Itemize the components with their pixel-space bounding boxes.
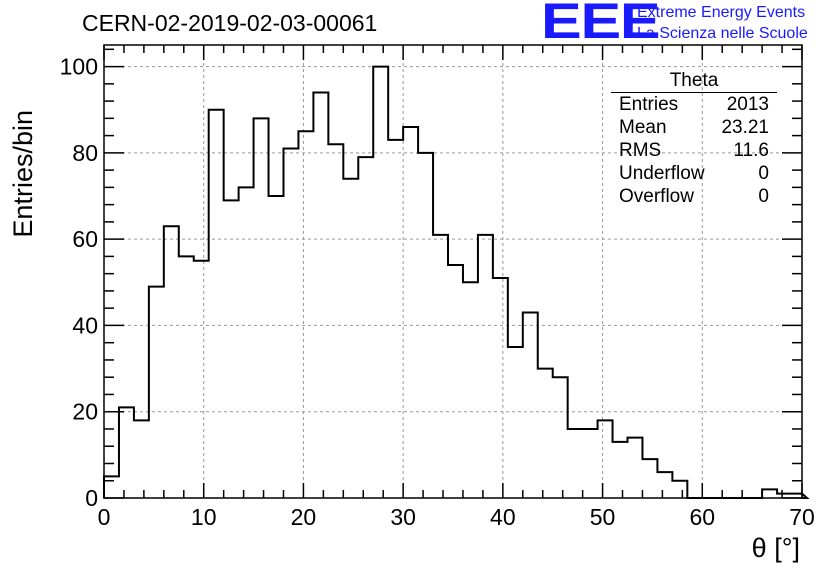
x-tick-label: 10 [191,504,217,530]
stats-row-entries: Entries 2013 [611,93,777,116]
y-tick-label: 20 [72,399,98,425]
stats-value: 23.21 [721,117,769,138]
stats-value: 2013 [726,94,769,115]
stats-row-overflow: Overflow 0 [611,185,777,208]
stats-key: RMS [619,140,662,161]
stats-row-underflow: Underflow 0 [611,162,777,185]
plot-title: CERN-02-2019-02-03-00061 [82,10,378,36]
y-tick-label: 80 [72,140,98,166]
logo-line-1: Extreme Energy Events [637,4,806,21]
stats-title: Theta [611,70,777,93]
x-tick-label: 60 [689,504,715,530]
stats-value: 0 [758,186,769,207]
stats-box: Theta Entries 2013 Mean 23.21 RMS 11.6 U… [611,70,777,208]
x-tick-label: 40 [490,504,516,530]
x-axis-label: θ [°] [751,533,800,563]
x-tick-label: 20 [291,504,317,530]
x-tick-labels: 0 10 20 30 40 50 60 70 [98,504,815,530]
stats-value: 0 [758,163,769,184]
y-tick-label: 60 [72,226,98,252]
stats-key: Underflow [619,163,705,184]
x-tick-label: 0 [98,504,111,530]
y-tick-label: 40 [72,312,98,338]
stats-row-mean: Mean 23.21 [611,116,777,139]
y-tick-label: 0 [85,485,98,511]
stats-row-rms: RMS 11.6 [611,139,777,162]
x-tick-label: 50 [590,504,616,530]
stats-key: Overflow [619,186,694,207]
plot-frame [103,44,803,499]
logo-line-2: La Scienza nelle Scuole [637,25,808,42]
stats-key: Entries [619,94,679,115]
x-tick-label: 30 [390,504,416,530]
eee-logo: EEE [541,0,661,49]
y-tick-labels: 0 20 40 60 80 100 [60,54,98,511]
axis-ticks [103,45,803,499]
stats-key: Mean [619,117,667,138]
y-tick-label: 100 [60,54,98,80]
stats-value: 11.6 [733,140,769,161]
grid-lines [104,45,802,498]
x-tick-label: 70 [789,504,815,530]
histogram-series [103,65,810,499]
